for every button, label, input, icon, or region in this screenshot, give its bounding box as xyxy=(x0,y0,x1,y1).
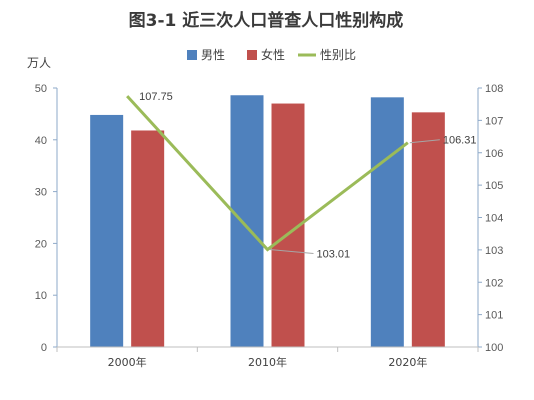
category-label: 2000年 xyxy=(108,355,147,369)
left-tick-label: 50 xyxy=(35,83,47,95)
sex-ratio-data-label: 106.31 xyxy=(443,135,477,147)
left-tick-label: 40 xyxy=(35,135,47,147)
left-tick-label: 0 xyxy=(41,342,47,354)
right-tick-label: 101 xyxy=(485,310,503,322)
right-tick-label: 108 xyxy=(485,83,503,95)
bar-series0-cat2 xyxy=(370,97,404,347)
right-tick-label: 104 xyxy=(485,213,503,225)
left-tick-label: 20 xyxy=(35,238,47,250)
bar-series0-cat0 xyxy=(90,114,124,347)
bar-series1-cat0 xyxy=(131,130,165,347)
bar-series1-cat2 xyxy=(411,112,445,347)
plot-area: 0 10 20 30 40 50 100 101 102 103 104 105 106 107 108 20… xyxy=(35,83,504,369)
legend-label-female: 女性 xyxy=(261,47,285,62)
right-tick-label: 103 xyxy=(485,245,503,257)
data-label-leader xyxy=(409,139,440,144)
sex-ratio-data-label: 103.01 xyxy=(317,249,351,261)
right-tick-label: 105 xyxy=(485,180,503,192)
sex-ratio-data-label: 107.75 xyxy=(139,91,173,103)
legend-swatch-female xyxy=(247,50,257,60)
right-tick-label: 100 xyxy=(485,342,503,354)
sex-ratio-line xyxy=(126,95,409,252)
right-tick-label: 107 xyxy=(485,115,503,127)
chart-title: 图3-1 近三次人口普查人口性别构成 xyxy=(129,10,404,31)
left-tick-label: 30 xyxy=(35,187,47,199)
legend-swatch-male xyxy=(187,50,197,60)
bar-series0-cat1 xyxy=(230,95,264,347)
legend-label-male: 男性 xyxy=(201,48,225,62)
left-tick-label: 10 xyxy=(35,290,47,302)
legend: 男性 女性 性别比 xyxy=(187,47,356,62)
y-axis-title: 万人 xyxy=(27,56,51,70)
category-label: 2020年 xyxy=(388,355,427,369)
legend-label-sex-ratio: 性别比 xyxy=(320,48,356,62)
right-tick-label: 106 xyxy=(485,148,503,160)
right-tick-label: 102 xyxy=(485,277,503,289)
data-label-leader xyxy=(269,249,314,255)
category-label: 2010年 xyxy=(248,355,287,369)
